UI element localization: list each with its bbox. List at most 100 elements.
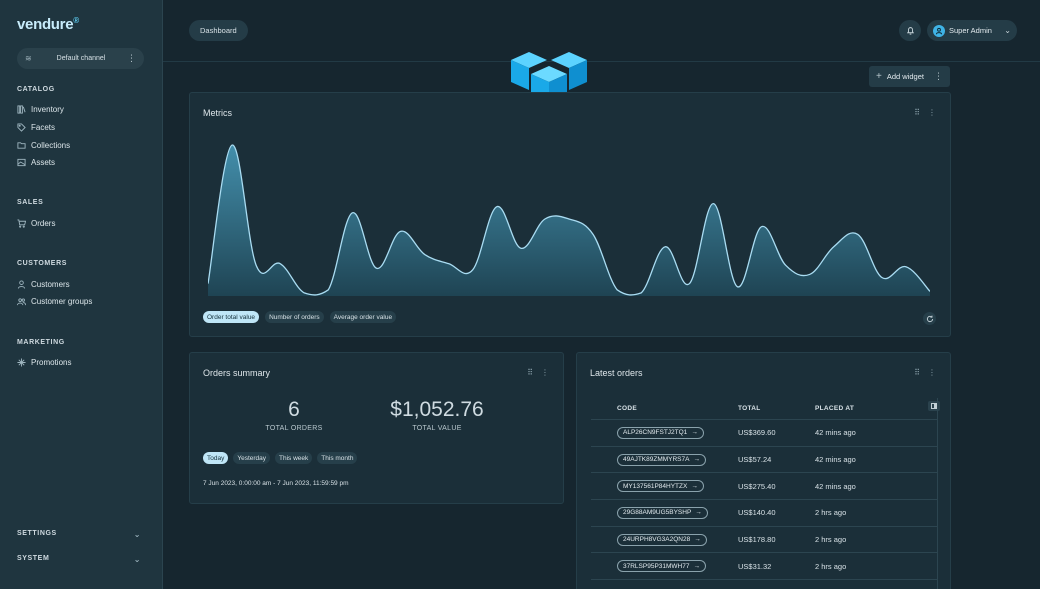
chevron-down-icon: ⌄ — [133, 530, 141, 539]
columns-icon — [931, 403, 937, 409]
sidebar-item-customers[interactable]: Customers — [17, 278, 70, 290]
channel-switcher[interactable]: ≋ Default channel ⋮ — [17, 48, 144, 69]
table-row[interactable]: 37RLSP95P31MWH77 → US$31.32 2 hrs ago — [591, 553, 937, 581]
avatar — [933, 24, 945, 37]
table-row[interactable]: 49AJTK89ZMMYRS7A → US$57.24 42 mins ago — [591, 447, 937, 474]
drag-handle-icon[interactable]: ⠿ — [527, 368, 533, 377]
sidebar-item-facets[interactable]: Facets — [17, 121, 55, 133]
more-vertical-icon[interactable]: ⋮ — [928, 108, 936, 117]
order-total: US$275.40 — [738, 481, 776, 491]
sparkle-icon — [17, 357, 26, 367]
order-code-link[interactable]: 37RLSP95P31MWH77 → — [617, 560, 706, 573]
range-today[interactable]: Today — [203, 452, 229, 464]
order-placed-at: 2 hrs ago — [815, 561, 847, 571]
arrow-right-icon: → — [693, 456, 700, 464]
order-code: 24URPH8VG3A2QN28 — [623, 536, 691, 544]
more-vertical-icon[interactable]: ⋮ — [541, 368, 549, 377]
sidebar: vendure® ≋ Default channel ⋮ CATALOG Inv… — [0, 0, 163, 589]
order-code-link[interactable]: 49AJTK89ZMMYRS7A → — [617, 453, 706, 466]
section-customers: CUSTOMERS — [17, 260, 67, 267]
brand-logo[interactable]: vendure® — [17, 16, 79, 33]
range-this-month[interactable]: This month — [317, 452, 358, 464]
sidebar-item-label: Assets — [31, 157, 56, 167]
table-divider — [937, 398, 938, 589]
order-total: US$31.32 — [738, 561, 772, 571]
section-sales: SALES — [17, 199, 44, 206]
order-placed-at: 42 mins ago — [815, 428, 856, 438]
range-yesterday[interactable]: Yesterday — [233, 452, 271, 464]
more-vertical-icon[interactable]: ⋮ — [928, 368, 936, 377]
refresh-button[interactable] — [923, 312, 936, 325]
total-orders-value: 6 — [288, 398, 300, 421]
total-value-stat: $1,052.76 TOTAL VALUE — [382, 398, 492, 432]
sidebar-settings-toggle[interactable]: SETTINGS ⌄ — [17, 530, 141, 539]
image-icon — [17, 158, 26, 167]
plus-icon: + — [876, 71, 882, 82]
table-row[interactable]: 24URPH8VG3A2QN28 → US$178.80 2 hrs ago — [591, 527, 937, 554]
folder-icon — [17, 141, 26, 150]
order-code-link[interactable]: 29G88AM9UG5BYSHP → — [617, 506, 708, 519]
table-header: CODE TOTAL PLACED AT — [591, 398, 937, 420]
card-title: Metrics — [203, 108, 232, 118]
user-menu[interactable]: Super Admin ⌄ — [927, 20, 1017, 41]
tab-number-of-orders[interactable]: Number of orders — [265, 311, 324, 323]
sidebar-item-assets[interactable]: Assets — [17, 156, 55, 168]
card-title: Orders summary — [203, 368, 271, 378]
drag-handle-icon[interactable]: ⠿ — [914, 368, 920, 377]
sidebar-system-toggle[interactable]: SYSTEM ⌄ — [17, 555, 141, 564]
tab-order-total-value[interactable]: Order total value — [203, 311, 260, 323]
sidebar-item-collections[interactable]: Collections — [17, 139, 70, 151]
table-row[interactable]: MY137561P84HYTZX → US$275.40 42 mins ago — [591, 473, 937, 501]
arrow-right-icon: → — [691, 429, 698, 437]
order-code: ALP26CN9FSTJ2TQ1 — [623, 429, 688, 437]
table-row[interactable]: 29G88AM9UG5BYSHP → US$140.40 2 hrs ago — [591, 500, 937, 527]
column-settings-button[interactable] — [928, 401, 940, 411]
latest-orders-table: CODE TOTAL PLACED AT ALP26CN9FSTJ2TQ1 → US… — [591, 398, 937, 581]
inventory-icon — [17, 104, 26, 114]
column-code[interactable]: CODE — [617, 405, 637, 412]
table-row[interactable]: ALP26CN9FSTJ2TQ1 → US$369.60 42 mins ago — [591, 420, 937, 447]
order-placed-at: 42 mins ago — [815, 481, 856, 491]
date-range-text: 7 Jun 2023, 0:00:00 am - 7 Jun 2023, 11:… — [203, 480, 349, 487]
chart-area — [208, 145, 930, 296]
bell-icon — [906, 22, 915, 40]
date-range-tabs: Today Yesterday This week This month — [203, 452, 358, 464]
column-total[interactable]: TOTAL — [738, 405, 761, 412]
sidebar-item-orders[interactable]: Orders — [17, 217, 55, 229]
orders-summary-card: Orders summary ⠿ ⋮ 6 TOTAL ORDERS $1,052… — [189, 352, 564, 504]
order-code-link[interactable]: 24URPH8VG3A2QN28 → — [617, 533, 707, 546]
arrow-right-icon: → — [693, 562, 700, 570]
order-code: 37RLSP95P31MWH77 — [623, 562, 690, 570]
total-orders-stat: 6 TOTAL ORDERS — [260, 398, 328, 432]
sidebar-item-customer-groups[interactable]: Customer groups — [17, 295, 92, 307]
order-code-link[interactable]: ALP26CN9FSTJ2TQ1 → — [617, 426, 704, 439]
sidebar-item-promotions[interactable]: Promotions — [17, 356, 71, 368]
column-placed-at[interactable]: PLACED AT — [815, 405, 855, 412]
order-code-link[interactable]: MY137561P84HYTZX → — [617, 480, 704, 493]
add-widget-label: Add widget — [886, 72, 924, 81]
order-placed-at: 2 hrs ago — [815, 508, 847, 518]
section-catalog: CATALOG — [17, 86, 55, 93]
more-vertical-icon[interactable]: ⋮ — [127, 53, 136, 63]
sidebar-item-label: Customer groups — [31, 296, 93, 306]
brand-name: vendure — [17, 16, 74, 33]
tab-average-order-value[interactable]: Average order value — [329, 311, 397, 323]
chevron-down-icon: ⌄ — [1004, 26, 1011, 35]
drag-handle-icon[interactable]: ⠿ — [914, 108, 920, 117]
order-placed-at: 42 mins ago — [815, 455, 856, 465]
breadcrumb[interactable]: Dashboard — [189, 20, 248, 41]
add-widget-button[interactable]: + Add widget ⋮ — [869, 66, 950, 87]
notifications-button[interactable] — [899, 20, 921, 41]
sidebar-item-label: Promotions — [31, 357, 72, 367]
more-vertical-icon[interactable]: ⋮ — [934, 71, 943, 81]
range-this-week[interactable]: This week — [275, 452, 313, 464]
sidebar-item-inventory[interactable]: Inventory — [17, 103, 64, 115]
sidebar-item-label: Inventory — [31, 104, 64, 114]
user-name: Super Admin — [949, 26, 992, 35]
brand-mark: ® — [73, 16, 79, 25]
arrow-right-icon: → — [695, 509, 702, 517]
refresh-icon — [926, 310, 934, 328]
shopping-cart-icon — [17, 218, 26, 228]
sidebar-item-label: Collections — [31, 140, 71, 150]
metrics-area-chart — [208, 144, 930, 296]
